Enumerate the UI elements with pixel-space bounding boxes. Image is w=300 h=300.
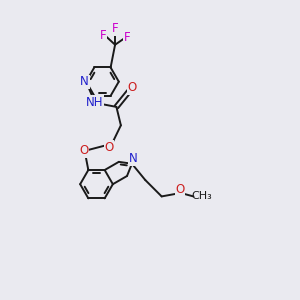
Text: F: F xyxy=(124,31,130,44)
Text: O: O xyxy=(79,144,88,157)
Text: O: O xyxy=(176,183,185,196)
Text: F: F xyxy=(100,29,107,42)
Text: O: O xyxy=(104,141,114,154)
Text: N: N xyxy=(129,152,137,165)
Text: NH: NH xyxy=(86,96,104,109)
Text: O: O xyxy=(127,81,136,94)
Text: F: F xyxy=(112,22,119,35)
Text: N: N xyxy=(80,75,89,88)
Text: CH₃: CH₃ xyxy=(191,191,212,201)
